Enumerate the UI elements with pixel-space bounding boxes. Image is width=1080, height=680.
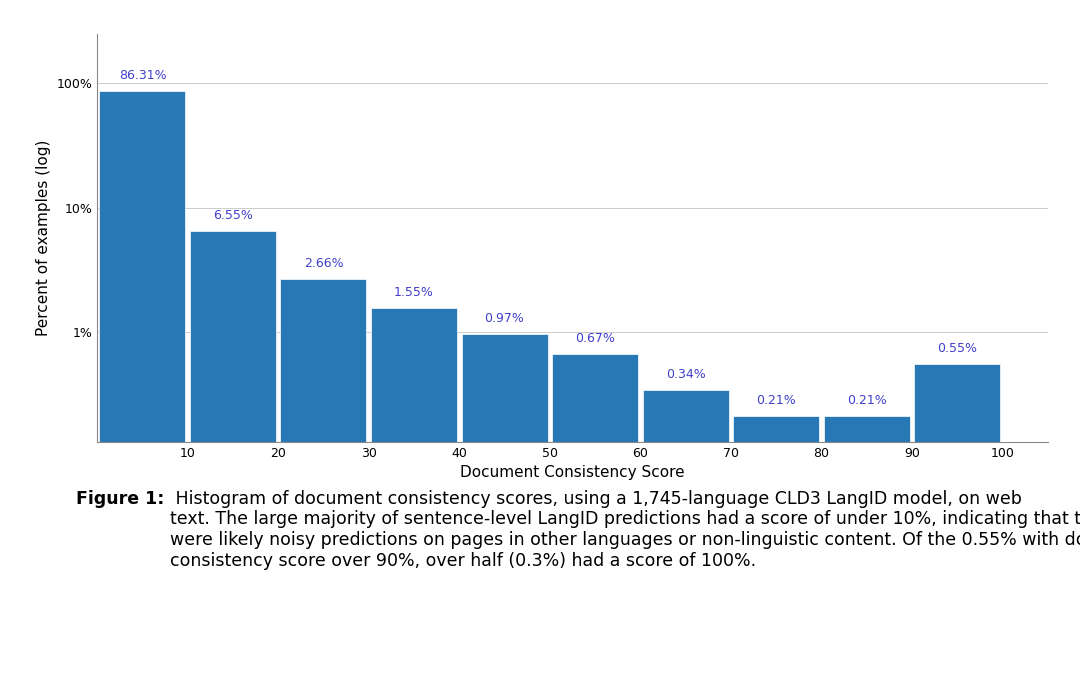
Bar (281, 279, 366, 680)
Bar (914, 364, 1000, 680)
Text: 6.55%: 6.55% (213, 209, 253, 222)
Bar (824, 416, 909, 680)
Text: Histogram of document consistency scores, using a 1,745-language CLD3 LangID mod: Histogram of document consistency scores… (170, 490, 1080, 570)
X-axis label: Document Consistency Score: Document Consistency Score (460, 465, 685, 480)
Text: 0.34%: 0.34% (665, 368, 705, 381)
Text: 0.97%: 0.97% (485, 311, 525, 324)
Bar (733, 416, 819, 680)
Bar (643, 390, 729, 680)
Bar (372, 308, 457, 680)
Text: 0.21%: 0.21% (847, 394, 887, 407)
Bar (190, 231, 276, 680)
Text: 86.31%: 86.31% (119, 69, 166, 82)
Bar (461, 334, 548, 680)
Y-axis label: Percent of examples (log): Percent of examples (log) (36, 140, 51, 336)
Text: 1.55%: 1.55% (394, 286, 434, 299)
Text: 2.66%: 2.66% (303, 257, 343, 270)
Bar (99, 91, 186, 680)
Bar (552, 354, 638, 680)
Text: 0.55%: 0.55% (937, 342, 977, 355)
Text: 0.67%: 0.67% (575, 332, 615, 345)
Text: 0.21%: 0.21% (756, 394, 796, 407)
Text: Figure 1:: Figure 1: (76, 490, 164, 507)
